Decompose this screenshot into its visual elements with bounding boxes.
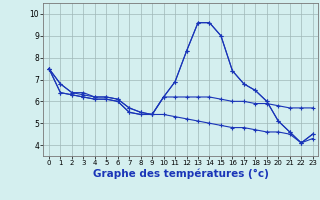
X-axis label: Graphe des températures (°c): Graphe des températures (°c): [93, 169, 269, 179]
